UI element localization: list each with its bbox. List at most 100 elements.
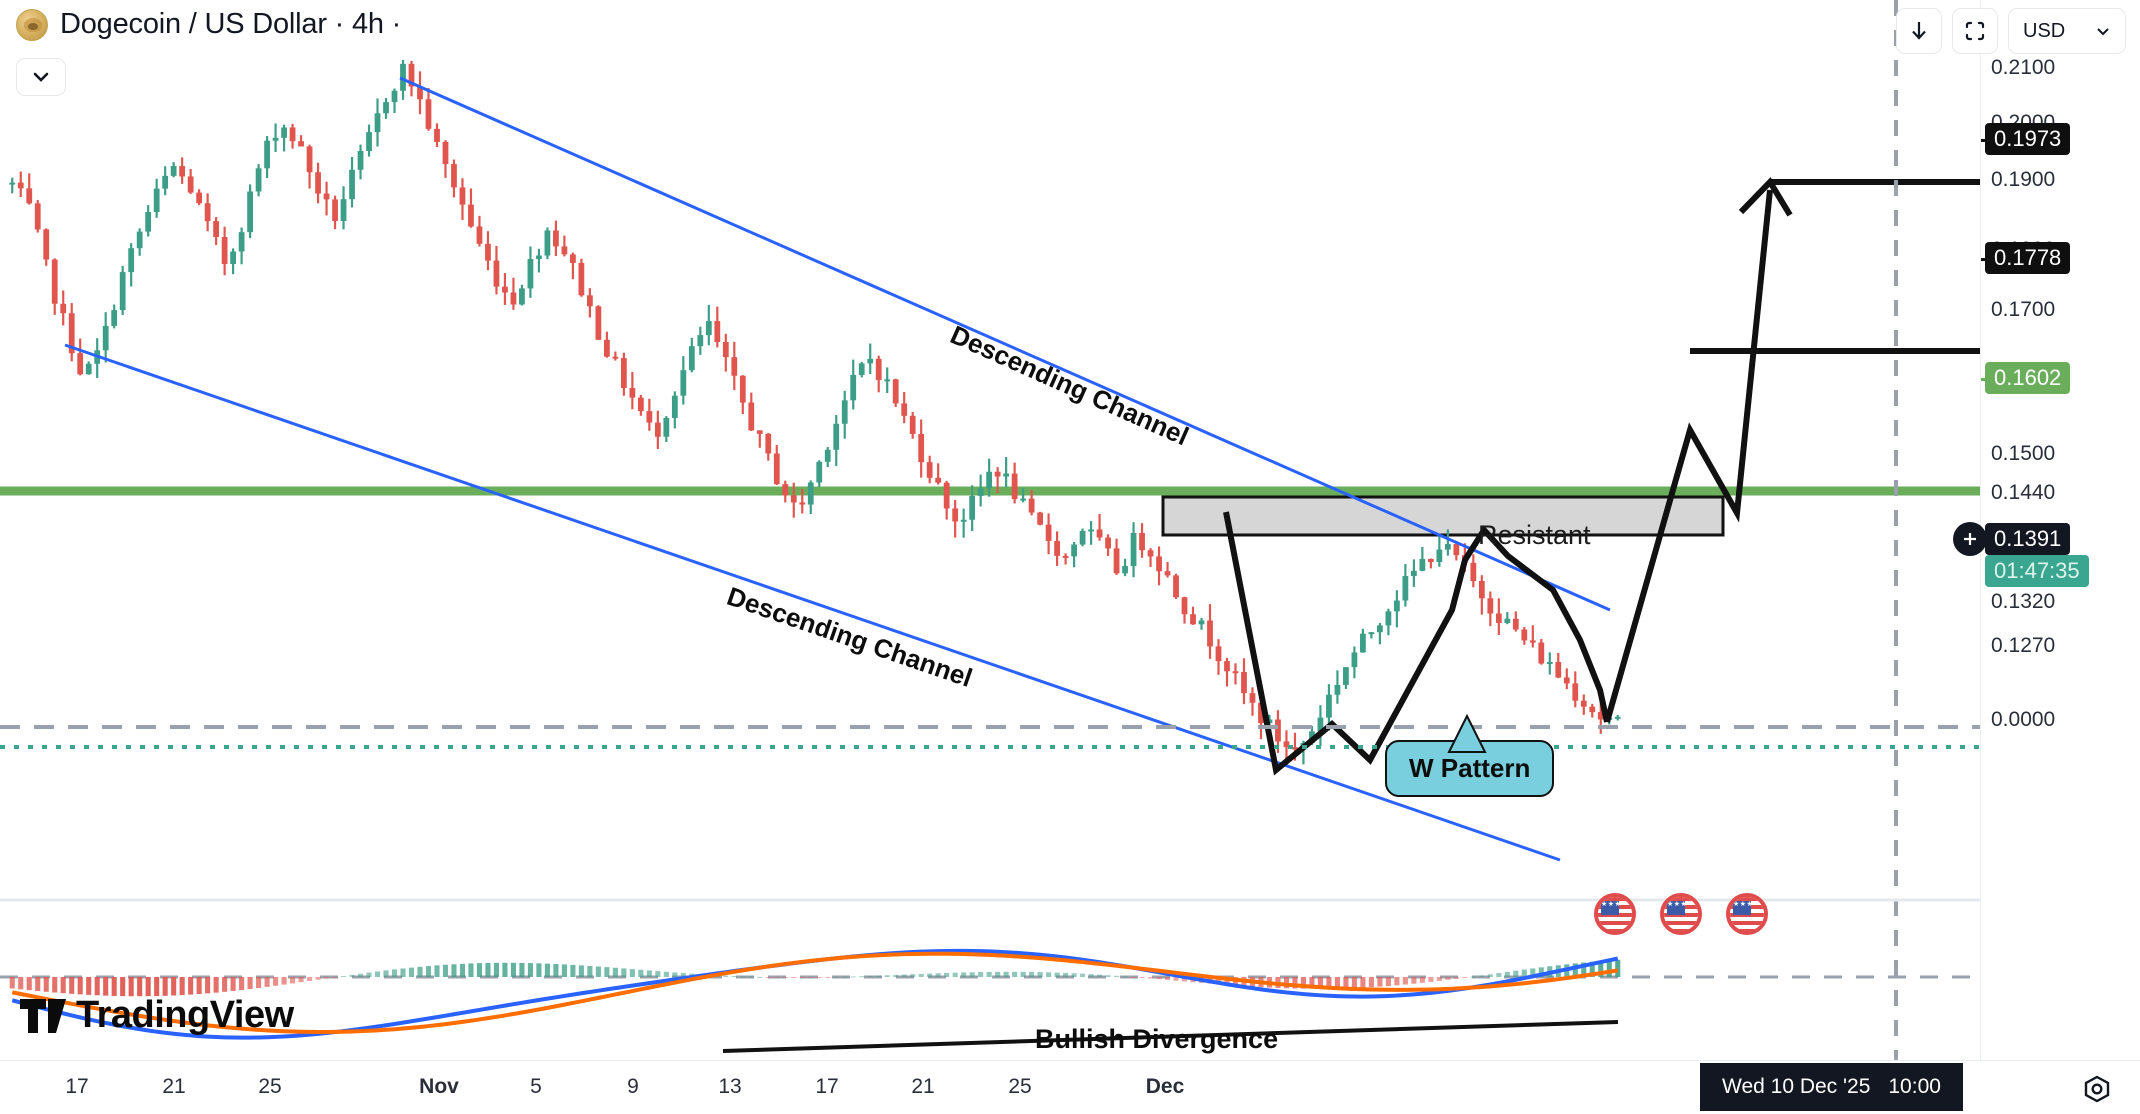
candle — [1385, 608, 1392, 636]
header-actions: USD — [1896, 8, 2126, 54]
candle — [1580, 694, 1587, 715]
macd-histogram-bar — [171, 977, 177, 996]
macd-histogram-bar — [307, 977, 313, 981]
candle — [425, 88, 432, 131]
macd-histogram-bar — [476, 963, 483, 977]
candle — [1062, 553, 1069, 565]
macd-histogram-bar — [1097, 974, 1103, 977]
tradingview-logo[interactable]: TradingView — [20, 994, 294, 1037]
plus-circle-icon[interactable] — [1953, 522, 1987, 556]
candle — [1563, 668, 1570, 690]
chart-settings-button[interactable] — [2082, 1074, 2112, 1109]
candle — [502, 273, 508, 305]
candle — [264, 136, 270, 179]
candle — [1079, 528, 1086, 547]
candle — [476, 215, 483, 247]
candle — [1283, 730, 1290, 762]
download-button[interactable] — [1896, 8, 1942, 54]
currency-selector[interactable]: USD — [2008, 8, 2126, 54]
candle — [1572, 671, 1579, 708]
macd-histogram-bar — [290, 977, 296, 984]
macd-histogram-bar — [434, 965, 440, 977]
candle — [1122, 558, 1128, 577]
macd-histogram-bar — [324, 977, 330, 979]
macd-histogram-bar — [680, 972, 686, 977]
candle — [85, 361, 92, 375]
price-tick: 0.1440 — [1991, 481, 2056, 504]
candle — [1504, 612, 1511, 625]
candle — [527, 246, 534, 298]
macd-signal-line — [11, 951, 1619, 1034]
us-flag-event-icon[interactable]: ★★★ — [1594, 893, 1636, 935]
current-price: 0.1391 — [1985, 523, 2071, 555]
price-axis[interactable]: 0.21000.20000.19000.18000.17000.15000.14… — [1953, 0, 2140, 1060]
candle — [799, 488, 806, 514]
macd-histogram-bar — [60, 977, 66, 994]
candle — [663, 416, 670, 443]
macd-histogram-bar — [188, 977, 194, 995]
candle — [553, 220, 559, 256]
macd-histogram-bar — [1377, 977, 1383, 987]
candle — [994, 467, 1001, 493]
macd-histogram-bar — [493, 962, 499, 977]
macd-histogram-bar — [179, 977, 185, 996]
macd-histogram-bar — [519, 962, 525, 977]
symbol-header[interactable]: Dogecoin / US Dollar · 4h · — [16, 8, 401, 41]
candle — [77, 338, 84, 376]
candle — [867, 343, 874, 375]
macd-histogram-bar — [315, 977, 321, 980]
candle — [510, 277, 517, 310]
snapshot-button[interactable] — [1952, 8, 1998, 54]
macd-histogram-bar — [349, 974, 355, 977]
candle — [51, 258, 58, 315]
macd-histogram-bar — [502, 962, 508, 977]
candle — [247, 184, 253, 239]
chart-canvas[interactable] — [0, 0, 1980, 1114]
candle — [587, 288, 593, 318]
macd-histogram-bar — [791, 977, 797, 978]
candle — [1351, 646, 1358, 679]
candle — [1241, 658, 1247, 705]
candle — [901, 392, 908, 424]
macd-histogram-bar — [1479, 975, 1485, 977]
macd-histogram-bar — [332, 977, 338, 978]
macd-histogram-bar — [731, 975, 737, 977]
macd-histogram-bar — [910, 974, 916, 977]
layout-dropdown-button[interactable] — [16, 58, 66, 96]
candle — [323, 181, 330, 216]
candle — [544, 227, 551, 260]
macd-histogram-bar — [604, 967, 610, 977]
us-flag-event-icon[interactable]: ★★★ — [1660, 893, 1702, 935]
chart-pane[interactable] — [0, 0, 1980, 1114]
macd-histogram-bar — [425, 966, 432, 977]
macd-histogram-bar — [748, 976, 754, 978]
macd-histogram-bar — [1428, 977, 1434, 982]
currency-label: USD — [2023, 19, 2066, 42]
macd-histogram-bar — [145, 977, 151, 997]
w-pattern-path — [1223, 511, 1610, 776]
candle — [748, 392, 755, 431]
candle — [102, 312, 109, 363]
macd-histogram-bar — [884, 975, 890, 977]
macd-histogram-bar — [1504, 971, 1510, 977]
macd-histogram-bar — [1215, 977, 1222, 985]
candle — [349, 156, 355, 208]
w-pattern-callout[interactable]: W Pattern — [1385, 712, 1555, 797]
candle — [739, 375, 746, 415]
macd-histogram-bar — [833, 976, 839, 978]
candle — [570, 252, 576, 280]
us-flag-event-icon[interactable]: ★★★ — [1726, 893, 1768, 935]
symbol-title[interactable]: Dogecoin / US Dollar · 4h · — [60, 8, 402, 40]
macd-histogram-bar — [281, 977, 287, 985]
candle — [1224, 657, 1230, 687]
macd-histogram-bar — [1173, 977, 1179, 981]
candle — [646, 398, 653, 431]
macd-histogram-bar — [1020, 971, 1026, 977]
candle — [459, 178, 466, 220]
macd-histogram-bar — [621, 968, 627, 977]
time-axis[interactable]: 17 21 25 Nov 5 9 13 17 21 25 Dec Wed 10 Dec '25 10… — [0, 1060, 2140, 1114]
candle — [603, 331, 610, 358]
macd-histogram-bar — [952, 972, 958, 977]
candle — [1360, 628, 1366, 653]
candle — [1317, 705, 1324, 747]
